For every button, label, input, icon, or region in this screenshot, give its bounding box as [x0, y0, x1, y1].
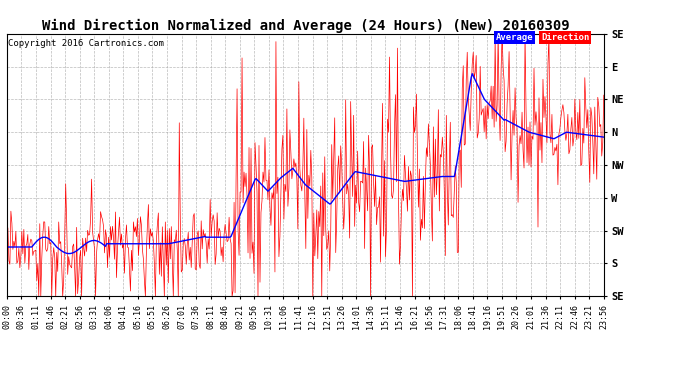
- Text: Direction: Direction: [541, 33, 589, 42]
- Title: Wind Direction Normalized and Average (24 Hours) (New) 20160309: Wind Direction Normalized and Average (2…: [41, 18, 569, 33]
- Text: Average: Average: [495, 33, 533, 42]
- Text: Copyright 2016 Cartronics.com: Copyright 2016 Cartronics.com: [8, 39, 164, 48]
